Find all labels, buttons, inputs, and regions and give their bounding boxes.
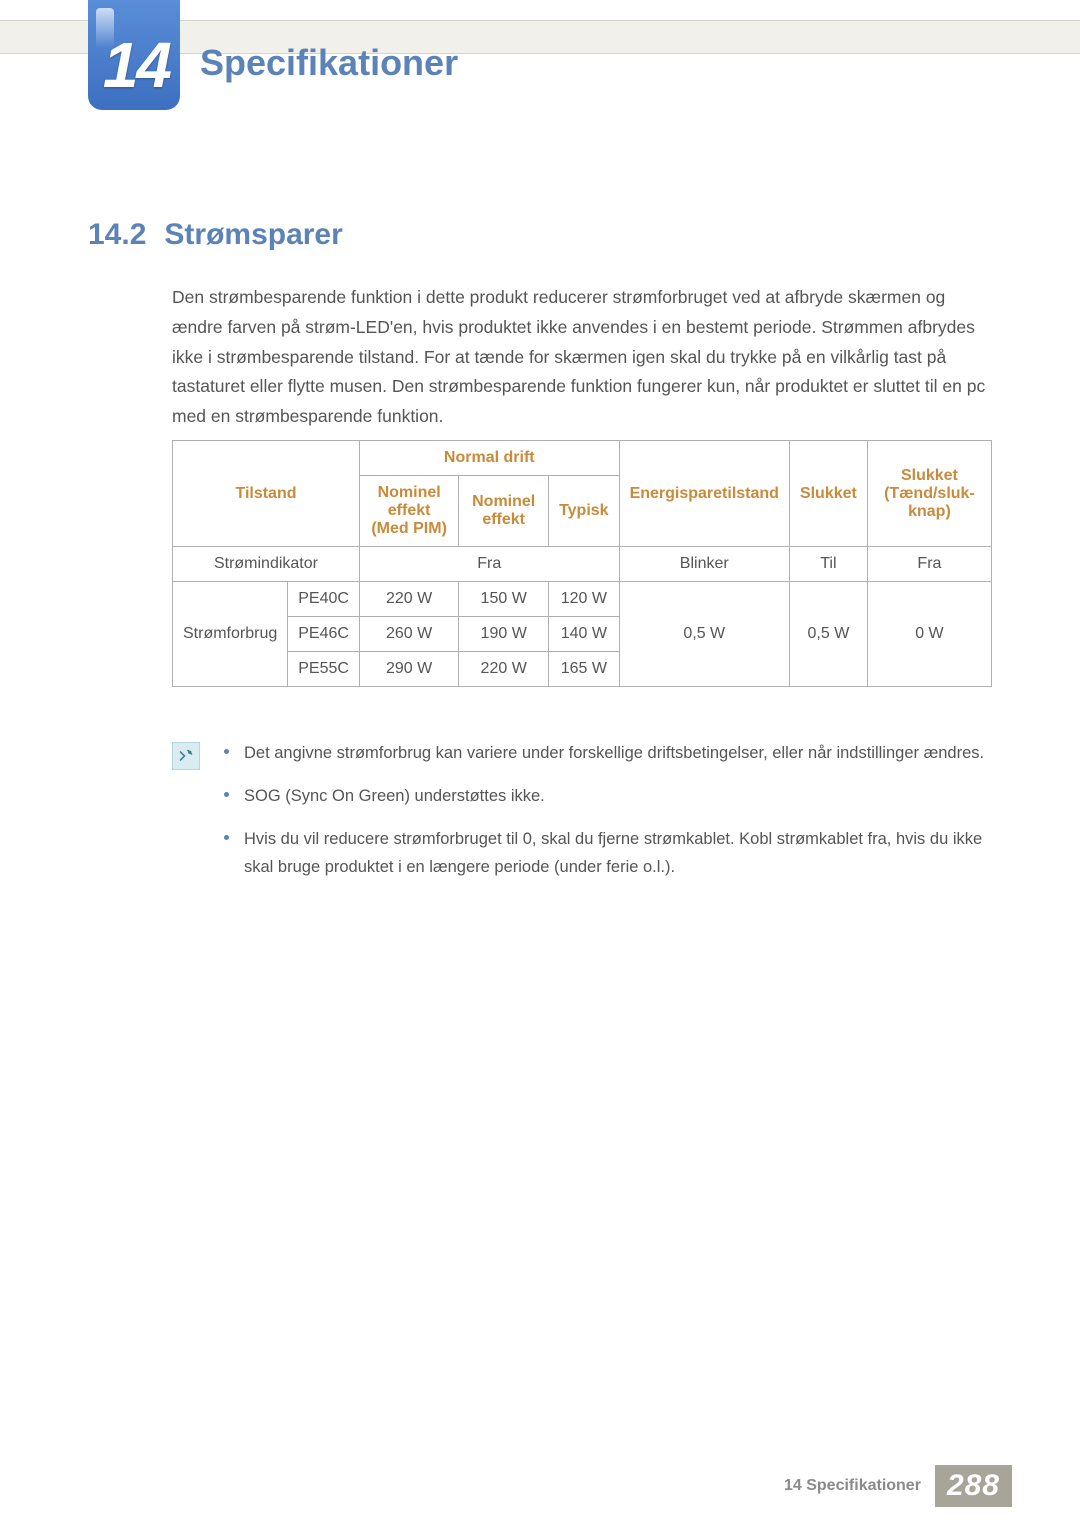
note-icon [172, 742, 200, 770]
th-typisk: Typisk [549, 476, 620, 547]
value-cell: 150 W [459, 582, 549, 617]
indicator-energi: Blinker [619, 547, 789, 582]
th-normal-drift: Normal drift [359, 441, 619, 476]
chapter-badge: 14 [88, 0, 180, 110]
page-footer: 14 Specifikationer 288 [784, 1465, 1012, 1507]
th-slukket-knap: Slukket (Tænd/sluk-knap) [867, 441, 991, 547]
indicator-slukket-knap: Fra [867, 547, 991, 582]
power-label: Strømforbrug [173, 582, 288, 687]
table-row: Strømforbrug PE40C 220 W 150 W 120 W 0,5… [173, 582, 992, 617]
model-cell: PE55C [288, 652, 360, 687]
indicator-normal: Fra [359, 547, 619, 582]
value-cell: 220 W [459, 652, 549, 687]
value-cell: 190 W [459, 617, 549, 652]
value-cell: 290 W [359, 652, 458, 687]
footer-label: 14 Specifikationer [784, 1477, 921, 1495]
section-number: 14.2 [88, 218, 146, 251]
indicator-slukket: Til [789, 547, 867, 582]
page-number: 288 [935, 1465, 1012, 1507]
note-item: Hvis du vil reducere strømforbruget til … [220, 826, 992, 880]
note-block: Det angivne strømforbrug kan variere und… [172, 740, 992, 897]
value-cell: 140 W [549, 617, 620, 652]
model-cell: PE40C [288, 582, 360, 617]
indicator-label: Strømindikator [173, 547, 360, 582]
shared-slukket-knap: 0 W [867, 582, 991, 687]
value-cell: 165 W [549, 652, 620, 687]
th-tilstand: Tilstand [173, 441, 360, 547]
th-energi: Energisparetilstand [619, 441, 789, 547]
shared-slukket: 0,5 W [789, 582, 867, 687]
th-nominel: Nominel effekt [459, 476, 549, 547]
note-item: SOG (Sync On Green) understøttes ikke. [220, 783, 992, 810]
section-title: Strømsparer [164, 218, 342, 251]
chapter-number: 14 [103, 28, 170, 102]
note-list: Det angivne strømforbrug kan variere und… [220, 740, 992, 897]
table-row-indicator: Strømindikator Fra Blinker Til Fra [173, 547, 992, 582]
spec-table: Tilstand Normal drift Energisparetilstan… [172, 440, 992, 687]
shared-energi: 0,5 W [619, 582, 789, 687]
th-slukket: Slukket [789, 441, 867, 547]
value-cell: 120 W [549, 582, 620, 617]
value-cell: 260 W [359, 617, 458, 652]
th-nominel-pim: Nominel effekt (Med PIM) [359, 476, 458, 547]
intro-paragraph: Den strømbesparende funktion i dette pro… [172, 283, 992, 432]
model-cell: PE46C [288, 617, 360, 652]
note-item: Det angivne strømforbrug kan variere und… [220, 740, 992, 767]
chapter-title: Specifikationer [200, 42, 458, 84]
section-heading: 14.2 Strømsparer [88, 218, 343, 252]
value-cell: 220 W [359, 582, 458, 617]
